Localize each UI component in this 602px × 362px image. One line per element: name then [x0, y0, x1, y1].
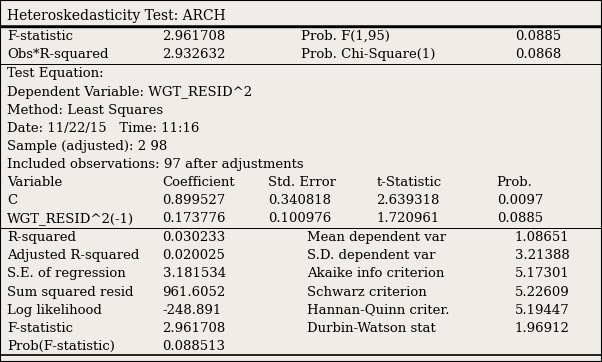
Text: Included observations: 97 after adjustments: Included observations: 97 after adjustme… [7, 158, 304, 171]
Text: 2.639318: 2.639318 [376, 194, 439, 207]
Text: Test Equation:: Test Equation: [7, 67, 104, 80]
Text: 0.173776: 0.173776 [163, 212, 226, 225]
Text: Mean dependent var: Mean dependent var [307, 231, 446, 244]
Text: R-squared: R-squared [7, 231, 76, 244]
Text: 1.96912: 1.96912 [515, 322, 569, 334]
Text: 0.0097: 0.0097 [497, 194, 543, 207]
Text: 3.181534: 3.181534 [163, 268, 226, 281]
Text: F-statistic: F-statistic [7, 30, 73, 43]
Text: Obs*R-squared: Obs*R-squared [7, 48, 109, 61]
Text: 0.030233: 0.030233 [163, 231, 226, 244]
Text: -248.891: -248.891 [163, 304, 222, 317]
Text: Heteroskedasticity Test: ARCH: Heteroskedasticity Test: ARCH [7, 9, 226, 23]
Text: Dependent Variable: WGT_RESID^2: Dependent Variable: WGT_RESID^2 [7, 85, 252, 98]
Text: Prob.: Prob. [497, 176, 533, 189]
Text: 5.22609: 5.22609 [515, 286, 569, 299]
Text: WGT_RESID^2(-1): WGT_RESID^2(-1) [7, 212, 134, 225]
Text: 2.932632: 2.932632 [163, 48, 226, 61]
Text: Std. Error: Std. Error [268, 176, 336, 189]
Text: 0.0885: 0.0885 [497, 212, 543, 225]
Text: Schwarz criterion: Schwarz criterion [307, 286, 427, 299]
Text: 1.720961: 1.720961 [376, 212, 439, 225]
Text: 961.6052: 961.6052 [163, 286, 226, 299]
Text: Durbin-Watson stat: Durbin-Watson stat [307, 322, 436, 334]
Text: 5.17301: 5.17301 [515, 268, 569, 281]
Text: Prob. Chi-Square(1): Prob. Chi-Square(1) [301, 48, 435, 61]
Text: 0.100976: 0.100976 [268, 212, 331, 225]
Text: F-statistic: F-statistic [7, 322, 73, 334]
Text: S.E. of regression: S.E. of regression [7, 268, 126, 281]
Text: Variable: Variable [7, 176, 63, 189]
Text: Adjusted R-squared: Adjusted R-squared [7, 249, 140, 262]
Text: Hannan-Quinn criter.: Hannan-Quinn criter. [307, 304, 450, 317]
Text: 0.088513: 0.088513 [163, 340, 226, 353]
Text: 0.340818: 0.340818 [268, 194, 331, 207]
Text: Log likelihood: Log likelihood [7, 304, 102, 317]
Text: 2.961708: 2.961708 [163, 30, 226, 43]
Text: 0.0885: 0.0885 [515, 30, 561, 43]
Text: 2.961708: 2.961708 [163, 322, 226, 334]
Text: 1.08651: 1.08651 [515, 231, 569, 244]
Text: 3.21388: 3.21388 [515, 249, 569, 262]
Text: t-Statistic: t-Statistic [376, 176, 441, 189]
Text: C: C [7, 194, 17, 207]
Text: Sum squared resid: Sum squared resid [7, 286, 134, 299]
Text: Akaike info criterion: Akaike info criterion [307, 268, 444, 281]
Text: Date: 11/22/15   Time: 11:16: Date: 11/22/15 Time: 11:16 [7, 122, 200, 135]
Text: Coefficient: Coefficient [163, 176, 235, 189]
Text: Method: Least Squares: Method: Least Squares [7, 104, 163, 117]
Text: 0.0868: 0.0868 [515, 48, 561, 61]
Text: S.D. dependent var: S.D. dependent var [307, 249, 435, 262]
Text: 0.020025: 0.020025 [163, 249, 225, 262]
Text: Prob. F(1,95): Prob. F(1,95) [301, 30, 390, 43]
Text: 5.19447: 5.19447 [515, 304, 569, 317]
Text: Prob(F-statistic): Prob(F-statistic) [7, 340, 115, 353]
Text: 0.899527: 0.899527 [163, 194, 226, 207]
Text: Sample (adjusted): 2 98: Sample (adjusted): 2 98 [7, 140, 167, 153]
